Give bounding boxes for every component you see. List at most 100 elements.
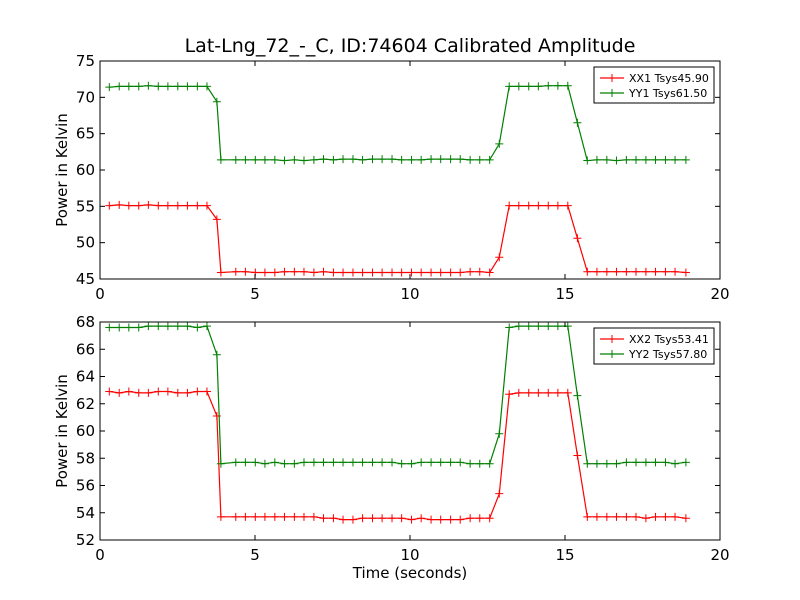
p2-series-2-point <box>163 322 172 331</box>
p2-series-1-point <box>309 512 318 521</box>
p2-series-2-point <box>154 322 163 331</box>
p2-y-tick-label: 68 <box>76 313 95 331</box>
p2-series-1-point <box>134 388 143 397</box>
p2-y-tick-label: 58 <box>76 449 95 467</box>
p2-series-1-point <box>388 514 397 523</box>
p1-x-tick-label: 15 <box>555 285 574 303</box>
p2-series-1-point <box>534 388 543 397</box>
p2-series-2-point <box>417 458 426 467</box>
p2-series-1-point <box>553 388 562 397</box>
p2-series-1-point <box>319 514 328 523</box>
p1-series-1-point <box>329 268 338 277</box>
p1-series-2-point <box>251 155 260 164</box>
p1-series-1-point <box>524 201 533 210</box>
p2-series-1-point <box>671 512 680 521</box>
p2-series-1-point <box>358 514 367 523</box>
p2-series-1-point <box>202 387 211 396</box>
p2-series-2-point <box>348 458 357 467</box>
p1-series-2-point <box>485 155 494 164</box>
p2-series-2-point <box>231 458 240 467</box>
p1-series-1-point <box>583 267 592 276</box>
p2-series-1-point <box>329 514 338 523</box>
p2-x-tick-label: 20 <box>710 546 729 564</box>
p2-series-2-point <box>319 458 328 467</box>
p1-series-1-point <box>319 267 328 276</box>
p2-series-2-point <box>505 323 514 332</box>
p1-series-1-point <box>299 267 308 276</box>
p2-series-2-point <box>260 459 269 468</box>
p1-y-tick-label: 45 <box>76 270 95 288</box>
p2-series-2-point <box>436 458 445 467</box>
p1-series-2-point <box>622 155 631 164</box>
p2-series-2-point <box>358 458 367 467</box>
p2-series-2-point <box>339 458 348 467</box>
p1-series-1-point <box>378 268 387 277</box>
p2-series-2-point <box>329 458 338 467</box>
p1-series-2-point <box>534 82 543 91</box>
p1-series-1-point <box>154 201 163 210</box>
p1-series-1-point <box>475 267 484 276</box>
p2-series-1-point <box>573 451 582 460</box>
p2-series-1-point <box>681 514 690 523</box>
p2-series-1-point <box>583 512 592 521</box>
p1-series-1-point <box>671 267 680 276</box>
p1-series-1-point <box>388 268 397 277</box>
p1-series-2-point <box>456 155 465 164</box>
p1-series-1-point <box>592 267 601 276</box>
p1-series-2-point <box>466 155 475 164</box>
p1-series-1-point <box>622 267 631 276</box>
p2-series-1-point <box>641 514 650 523</box>
p1-series-1-point <box>427 268 436 277</box>
p2-series-2-point <box>309 458 318 467</box>
p2-series-1-point <box>456 515 465 524</box>
p2-series-1-point <box>154 387 163 396</box>
p1-series-1-point <box>368 268 377 277</box>
p2-series-2-point <box>105 323 114 332</box>
p2-series-2-point <box>388 458 397 467</box>
p2-series-1-point <box>280 512 289 521</box>
p1-series-1-point <box>270 268 279 277</box>
p2-legend-marker-1 <box>608 335 616 343</box>
p2-series-2-point <box>592 459 601 468</box>
p2-series-1-point <box>407 515 416 524</box>
p1-series-2-point <box>505 82 514 91</box>
p1-series-2-point <box>329 155 338 164</box>
p2-series-2-point <box>553 322 562 331</box>
p2-series-1-point <box>124 387 133 396</box>
p2-series-2-point <box>407 459 416 468</box>
p1-legend-label-1: XX1 Tsys45.90 <box>629 72 709 85</box>
p2-series-1-point <box>241 512 250 521</box>
p1-series-2-point <box>241 155 250 164</box>
p1-y-tick-label: 75 <box>76 52 95 70</box>
p2-series-2-point <box>134 323 143 332</box>
p1-series-1-point <box>436 268 445 277</box>
p1-series-2-point <box>280 156 289 165</box>
p1-legend-label-2: YY1 Tsys61.50 <box>628 87 707 100</box>
p1-series-1-point <box>216 268 225 277</box>
p1-series-2-point <box>154 82 163 91</box>
p1-series-1-point <box>544 201 553 210</box>
p2-series-2-point <box>544 322 553 331</box>
p1-series-1-point <box>641 267 650 276</box>
p2-legend: XX2 Tsys53.41 YY2 Tsys57.80 <box>593 327 715 365</box>
p1-series-1-point <box>339 268 348 277</box>
p1-series-1-point <box>456 268 465 277</box>
p1-series-1-point <box>115 200 124 209</box>
p2-series-2-point <box>290 459 299 468</box>
p2-series-1-point <box>563 388 572 397</box>
p1-series-2-point <box>583 156 592 165</box>
p2-series-1-point <box>631 512 640 521</box>
p1-series-1-point <box>212 215 221 224</box>
p2-x-tick-label: 0 <box>95 546 105 564</box>
p2-series-1-point <box>115 388 124 397</box>
p1-series-1-point <box>173 201 182 210</box>
p2-series-2-point <box>378 458 387 467</box>
p1-series-1-point <box>514 201 523 210</box>
p1-series-1-point <box>134 201 143 210</box>
p2-series-2-point <box>661 458 670 467</box>
p1-series-2-point <box>641 155 650 164</box>
p1-series-2-point <box>358 155 367 164</box>
p2-series-1-point <box>397 514 406 523</box>
p2-x-tick-label: 10 <box>400 546 419 564</box>
p1-x-tick-label: 5 <box>250 285 260 303</box>
